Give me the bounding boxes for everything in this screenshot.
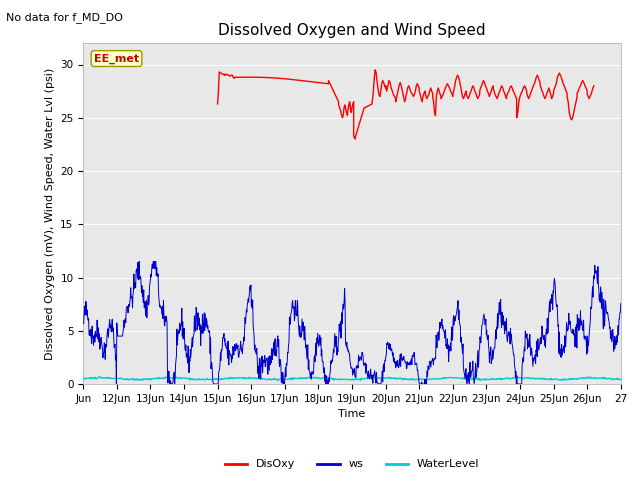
ws xyxy=(136,259,143,264)
ws xyxy=(261,364,269,370)
WaterLevel xyxy=(617,376,625,382)
DisOxy xyxy=(273,75,280,81)
DisOxy xyxy=(500,88,508,94)
Line: WaterLevel: WaterLevel xyxy=(83,377,621,381)
ws xyxy=(79,321,87,326)
ws xyxy=(152,259,159,264)
WaterLevel xyxy=(113,376,121,382)
DisOxy xyxy=(275,75,282,81)
WaterLevel xyxy=(423,377,431,383)
WaterLevel xyxy=(488,376,496,382)
ws xyxy=(171,381,179,387)
Text: No data for f_MD_DO: No data for f_MD_DO xyxy=(6,12,124,23)
WaterLevel xyxy=(79,375,87,381)
WaterLevel xyxy=(274,378,282,384)
DisOxy xyxy=(590,83,598,89)
DisOxy xyxy=(371,67,379,72)
DisOxy xyxy=(547,92,554,97)
ws xyxy=(363,368,371,373)
Title: Dissolved Oxygen and Wind Speed: Dissolved Oxygen and Wind Speed xyxy=(218,23,486,38)
ws xyxy=(314,340,321,346)
ws xyxy=(617,300,625,306)
Y-axis label: Dissolved Oxygen (mV), Wind Speed, Water Lvl (psi): Dissolved Oxygen (mV), Wind Speed, Water… xyxy=(45,68,54,360)
ws xyxy=(374,381,381,386)
ws xyxy=(113,381,120,387)
DisOxy xyxy=(529,85,536,91)
Line: DisOxy: DisOxy xyxy=(218,70,594,139)
WaterLevel xyxy=(95,374,102,380)
DisOxy xyxy=(214,101,221,107)
DisOxy xyxy=(342,107,349,112)
Legend: DisOxy, ws, WaterLevel: DisOxy, ws, WaterLevel xyxy=(220,455,484,474)
DisOxy xyxy=(351,136,359,142)
WaterLevel xyxy=(543,376,551,382)
WaterLevel xyxy=(407,377,415,383)
X-axis label: Time: Time xyxy=(339,409,365,419)
WaterLevel xyxy=(393,375,401,381)
Text: EE_met: EE_met xyxy=(94,53,139,64)
Line: ws: ws xyxy=(83,262,621,384)
